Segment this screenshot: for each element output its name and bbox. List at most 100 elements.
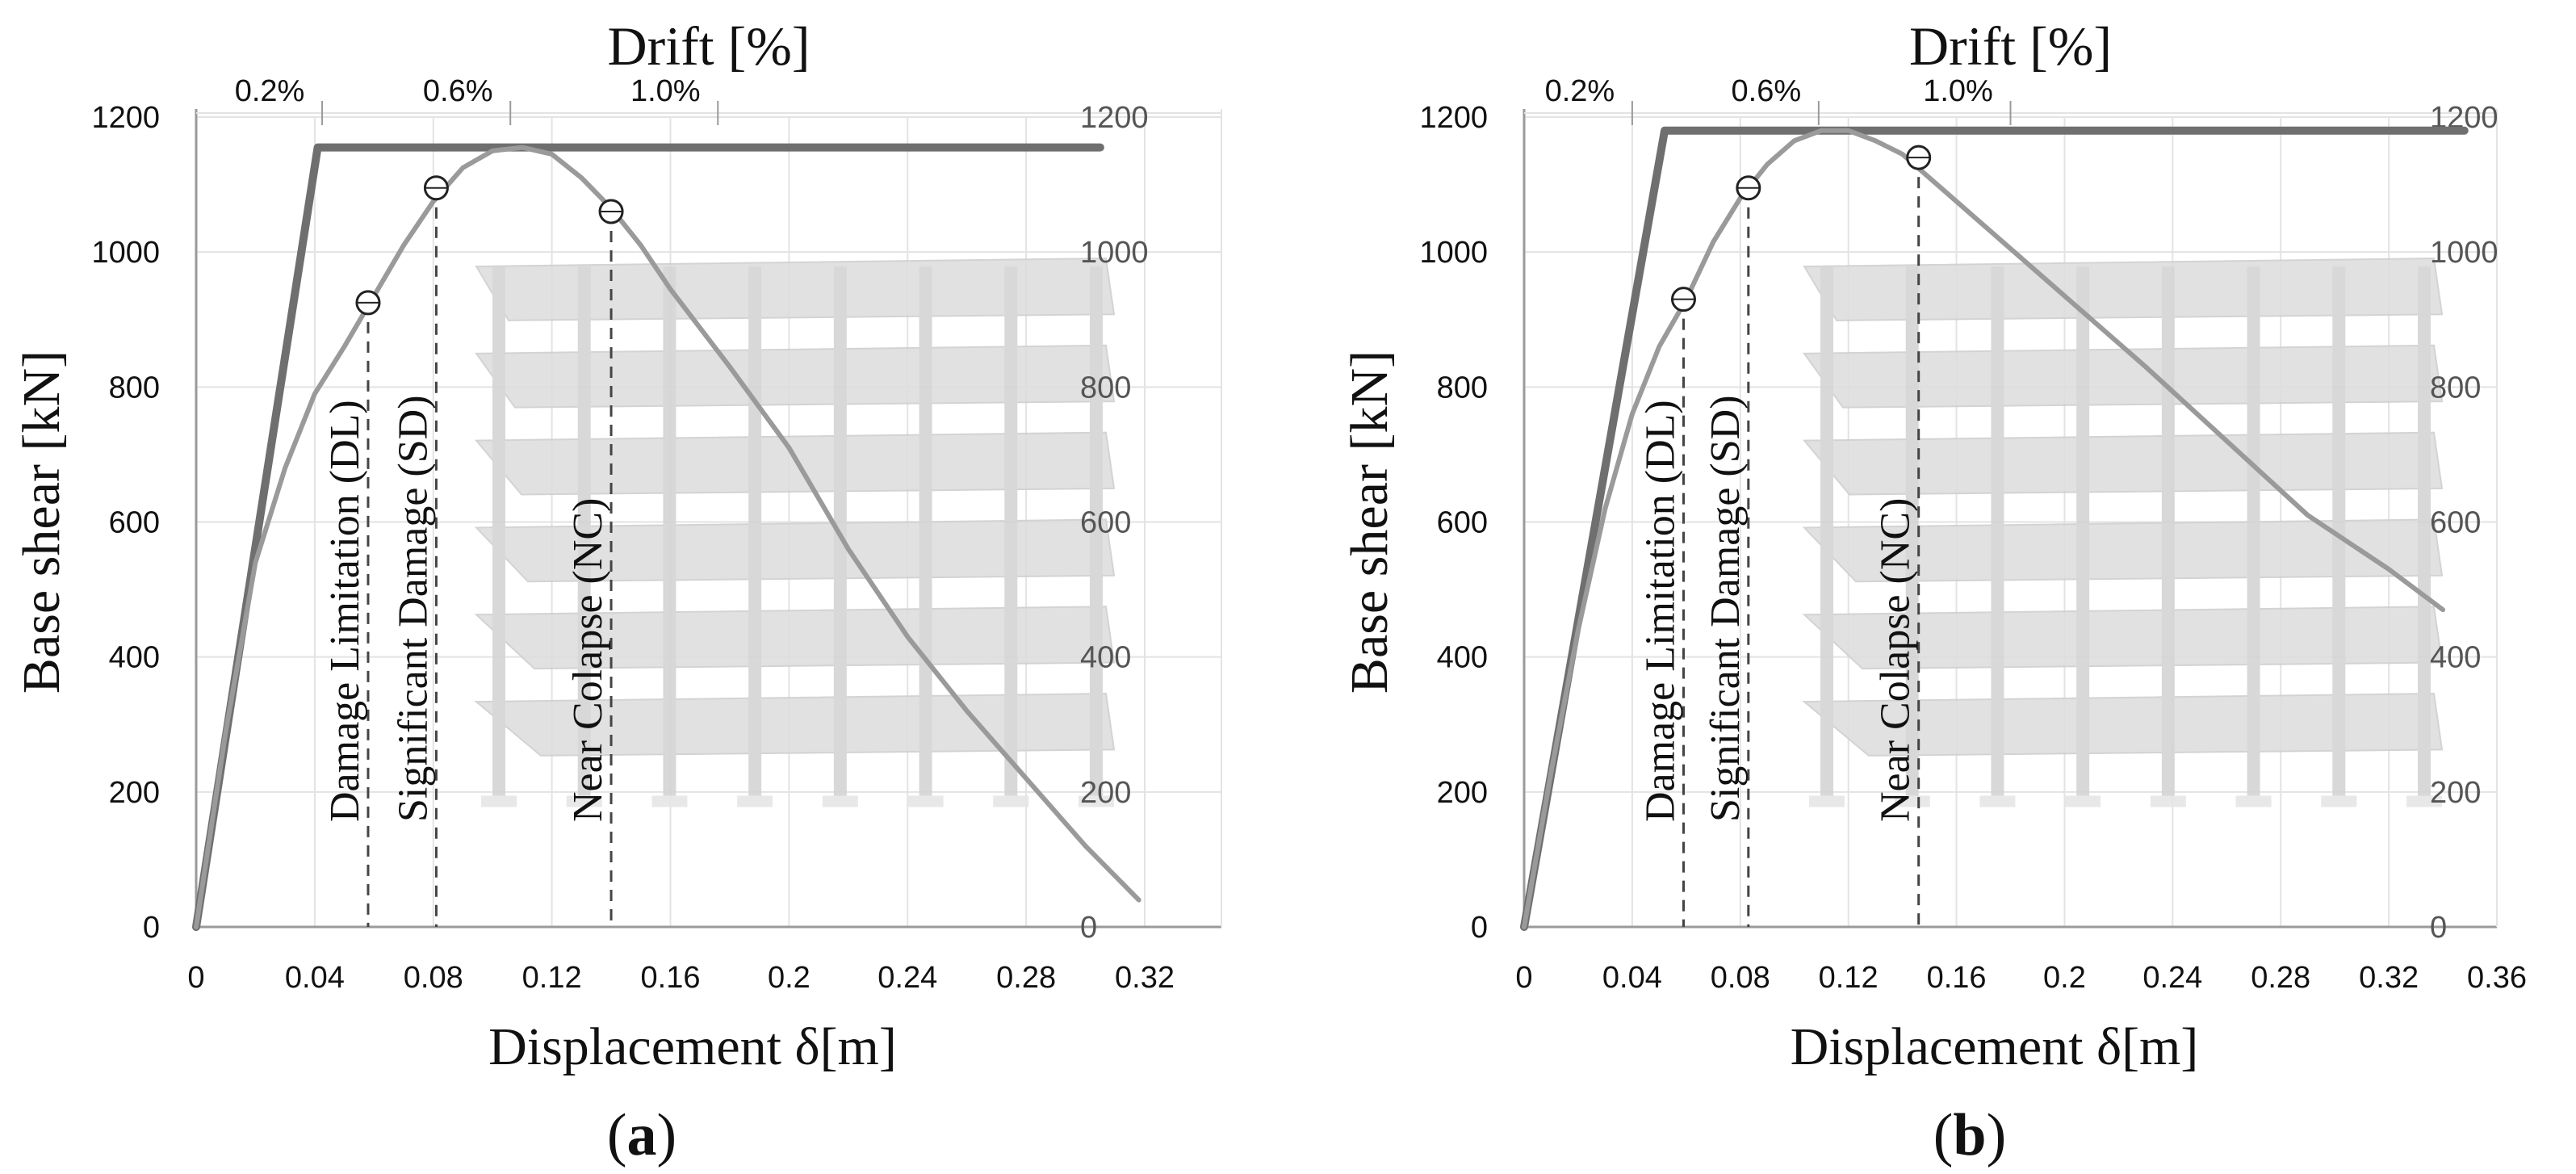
series-line-capacity <box>1522 128 2446 929</box>
building-slab <box>1802 431 2444 496</box>
x-tick-label: 0.04 <box>1602 961 1662 995</box>
building-footing <box>1809 795 1845 807</box>
building-footing <box>993 795 1029 807</box>
building-footing <box>2321 795 2357 807</box>
x-tick-label: 0.2 <box>2043 961 2086 995</box>
y-tick-label-right: 400 <box>1080 641 1131 675</box>
x-tick-label: 0.08 <box>1711 961 1770 995</box>
y-tick-label-right: 200 <box>1080 776 1131 810</box>
building-slab <box>1803 257 2444 321</box>
x-tick-label: 0.04 <box>285 961 345 995</box>
y-tick-label: 200 <box>109 776 160 810</box>
drift-tick-label: 0.6% <box>423 74 493 108</box>
x-tick-label: 0 <box>1515 961 1532 995</box>
building-column <box>2161 266 2175 796</box>
x-tick-label: 0.16 <box>1927 961 1987 995</box>
chart-panel-a: 0 200 400 600 800 1000 1200 0 200 400 600 800 1000 12… <box>12 15 1222 1168</box>
y-tick-label-right: 600 <box>2430 506 2481 540</box>
y-tick-label-right: 1200 <box>1080 101 1149 135</box>
building-footing <box>1894 795 1930 807</box>
building-column <box>2332 266 2346 796</box>
building-footing <box>1079 795 1114 807</box>
building-slab <box>1802 518 2444 583</box>
drift-tick-label: 0.2% <box>1545 74 1615 108</box>
y-tick-label-right: 400 <box>2430 641 2481 675</box>
series-line-capacity <box>194 145 1141 929</box>
x-tick-label: 0.12 <box>1819 961 1879 995</box>
y-tick-label: 1000 <box>1419 236 1488 270</box>
building-column <box>1090 266 1103 796</box>
building-slab <box>474 693 1116 757</box>
building-footing <box>2150 795 2186 807</box>
x-tick-label: 0.16 <box>641 961 701 995</box>
drift-tick-label: 0.2% <box>235 74 305 108</box>
drift-axis-title: Drift [%] <box>1909 15 2112 77</box>
building-column <box>1820 266 1833 796</box>
building-column <box>919 266 932 796</box>
building-column <box>663 266 676 796</box>
building-illustration <box>1802 257 2444 807</box>
y-tick-label-right: 0 <box>2430 911 2447 945</box>
building-footing <box>651 795 688 807</box>
y-tick-label: 800 <box>1437 371 1488 405</box>
panel-caption: (a) <box>607 1102 676 1168</box>
limit-state-label: Significant Damage (SD) <box>1703 395 1749 822</box>
building-illustration <box>474 257 1116 807</box>
building-slab <box>1802 693 2444 757</box>
x-tick-label: 0.2 <box>768 961 810 995</box>
limit-state-label: Damage Limitation (DL) <box>1637 400 1683 822</box>
x-tick-label: 0.28 <box>996 961 1056 995</box>
building-footing <box>2406 795 2442 807</box>
building-slab <box>1802 606 2444 670</box>
x-tick-label: 0.36 <box>2467 961 2527 995</box>
building-column <box>1004 266 1018 796</box>
x-axis-title: Displacement δ[m] <box>488 1017 897 1076</box>
y-tick-label: 1200 <box>91 101 160 135</box>
building-column <box>492 266 505 796</box>
building-column <box>1905 266 1919 796</box>
building-slab <box>474 606 1116 670</box>
x-tick-label: 0.32 <box>2359 961 2419 995</box>
building-footing <box>907 795 944 807</box>
y-tick-label: 200 <box>1437 776 1488 810</box>
x-tick-label: 0.28 <box>2251 961 2310 995</box>
building-slab <box>474 431 1116 496</box>
y-tick-label-right: 800 <box>1080 371 1131 405</box>
drift-tick-label: 1.0% <box>1923 74 1993 108</box>
building-footing <box>822 795 858 807</box>
y-tick-label-right: 1000 <box>2430 236 2499 270</box>
x-axis-title: Displacement δ[m] <box>1791 1017 2199 1076</box>
y-tick-label-right: 600 <box>1080 506 1131 540</box>
building-footing <box>2065 795 2101 807</box>
y-tick-label: 600 <box>109 506 160 540</box>
y-tick-label-right: 0 <box>1080 911 1097 945</box>
limit-state-label: Near Colapse (NC) <box>1873 498 1919 822</box>
limit-state-label: Damage Limitation (DL) <box>322 400 368 822</box>
building-column <box>1991 266 2004 796</box>
x-tick-label: 0 <box>187 961 204 995</box>
building-footing <box>566 795 602 807</box>
y-axis-title: Base shear [kN] <box>1340 350 1399 694</box>
x-tick-label: 0.08 <box>404 961 463 995</box>
building-column <box>748 266 762 796</box>
x-tick-label: 0.32 <box>1115 961 1175 995</box>
chart-panel-b: 0200400600800100012000200400600800100012… <box>1340 15 2527 1168</box>
y-tick-label: 0 <box>143 911 160 945</box>
y-tick-label: 400 <box>109 641 160 675</box>
y-tick-label-right: 200 <box>2430 776 2481 810</box>
building-footing <box>481 795 517 807</box>
y-tick-label: 400 <box>1437 641 1488 675</box>
building-footing <box>2235 795 2272 807</box>
y-tick-label: 1200 <box>1419 101 1488 135</box>
building-column <box>2418 266 2431 796</box>
x-tick-label: 0.24 <box>878 961 937 995</box>
building-slab <box>475 344 1116 409</box>
y-axis-title: Base shear [kN] <box>12 350 71 694</box>
y-tick-label-right: 1000 <box>1080 236 1149 270</box>
building-column <box>577 266 591 796</box>
y-tick-label: 800 <box>109 371 160 405</box>
building-footing <box>1979 795 2016 807</box>
y-tick-label-right: 800 <box>2430 371 2481 405</box>
y-tick-label: 1000 <box>91 236 160 270</box>
